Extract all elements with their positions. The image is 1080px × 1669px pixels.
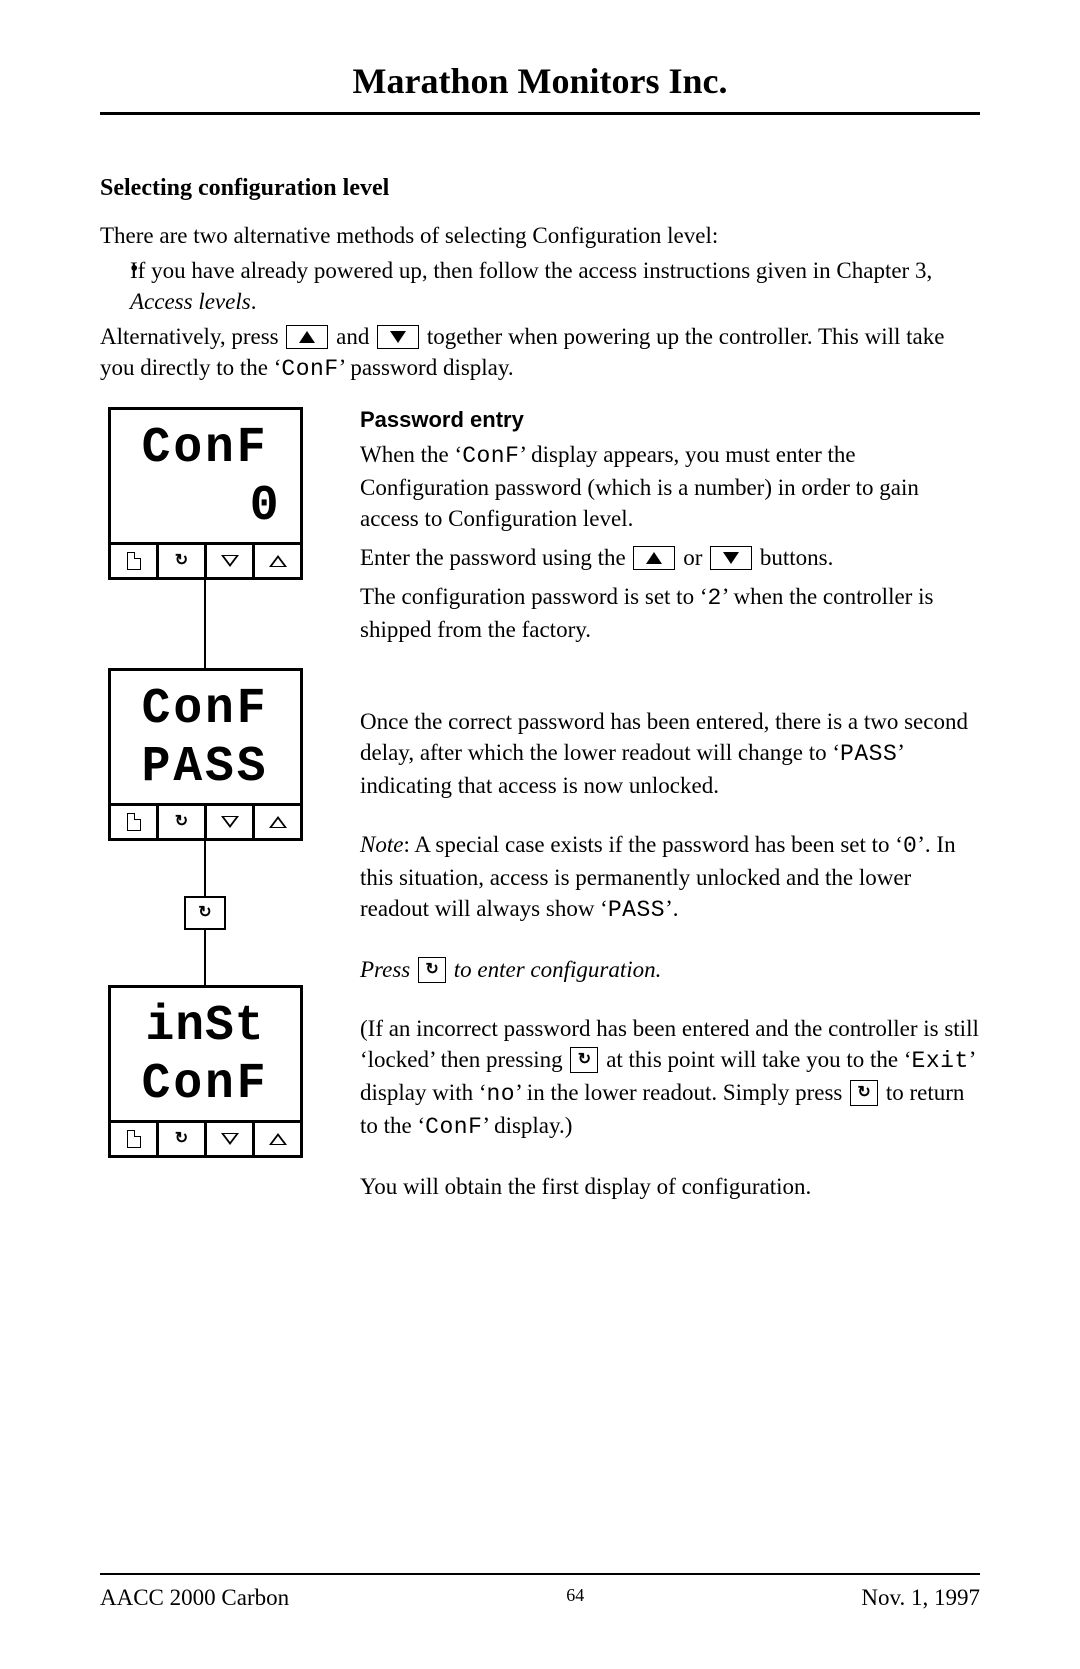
display-panel-3: inSt ConF ↻ [108, 985, 303, 1158]
scroll-button[interactable]: ↻ [159, 1123, 207, 1155]
alt-mid: and [330, 324, 375, 349]
pw-press: Press ↻ to enter configuration. [360, 954, 980, 985]
page-button[interactable] [111, 1123, 159, 1155]
text-column: Password entry When the ‘ConF’ display a… [360, 407, 980, 1230]
d1-line2: 0 [250, 482, 287, 532]
up-button[interactable] [255, 1123, 300, 1155]
down-button[interactable] [207, 545, 255, 577]
d1-line1: ConF [142, 424, 269, 474]
up-button-inline[interactable] [633, 546, 675, 570]
scroll-button[interactable]: ↻ [159, 806, 207, 838]
connector-3 [204, 930, 206, 985]
down-button[interactable] [207, 806, 255, 838]
footer-right: Nov. 1, 1997 [861, 1585, 980, 1611]
pw-wrong: (If an incorrect password has been enter… [360, 1013, 980, 1143]
down-button-inline[interactable] [710, 546, 752, 570]
cycle-icon: ↻ [425, 962, 438, 978]
cycle-icon: ↻ [175, 553, 188, 569]
footer-page-number: 64 [566, 1585, 584, 1611]
page-icon [127, 552, 141, 570]
scroll-button-inline[interactable]: ↻ [850, 1080, 878, 1106]
display-panel-1: ConF 0 ↻ [108, 407, 303, 580]
pw-p4: Once the correct password has been enter… [360, 706, 980, 801]
cycle-icon: ↻ [175, 1131, 188, 1147]
page-button[interactable] [111, 806, 159, 838]
display-column: ConF 0 ↻ ConF PASS ↻ [100, 407, 315, 1230]
pw-p1: When the ‘ConF’ display appears, you mus… [360, 439, 980, 534]
bullet-ref: Access levels [130, 289, 251, 314]
bullet-text-a: If you have already powered up, then fol… [130, 258, 932, 283]
d2-button-row: ↻ [111, 803, 300, 838]
cycle-icon: ↻ [857, 1085, 870, 1101]
connector-1 [204, 580, 206, 668]
down-outline-icon [221, 555, 239, 567]
pw-final: You will obtain the first display of con… [360, 1171, 980, 1202]
pw-note: Note: A special case exists if the passw… [360, 829, 980, 926]
rule-top [100, 112, 980, 115]
up-outline-icon [269, 1133, 287, 1145]
manual-page: Marathon Monitors Inc. Selecting configu… [0, 0, 1080, 1669]
up-button[interactable] [255, 806, 300, 838]
down-outline-icon [221, 816, 239, 828]
section-title: Selecting configuration level [100, 175, 980, 202]
d3-button-row: ↻ [111, 1120, 300, 1155]
down-arrow-icon [390, 331, 406, 343]
up-outline-icon [269, 555, 287, 567]
display-panel-2: ConF PASS ↻ [108, 668, 303, 841]
up-outline-icon [269, 816, 287, 828]
connector-2 [204, 841, 206, 896]
cycle-icon: ↻ [198, 905, 211, 921]
up-arrow-icon [646, 552, 662, 564]
d2-line2: PASS [142, 743, 269, 793]
d3-line2: ConF [142, 1060, 269, 1110]
conf-code: ConF [281, 356, 338, 382]
page-button[interactable] [111, 545, 159, 577]
page-header: Marathon Monitors Inc. [100, 60, 980, 102]
scroll-button-inline[interactable]: ↻ [418, 957, 446, 983]
scroll-button[interactable]: ↻ [159, 545, 207, 577]
down-arrow-icon [723, 552, 739, 564]
page-icon [127, 1130, 141, 1148]
scroll-step-box: ↻ [184, 896, 226, 930]
page-footer: AACC 2000 Carbon 64 Nov. 1, 1997 [100, 1565, 980, 1611]
bullet-text-b: . [251, 289, 257, 314]
footer-left: AACC 2000 Carbon [100, 1585, 289, 1611]
page-icon [127, 813, 141, 831]
alt-line: Alternatively, press and together when p… [100, 321, 980, 385]
cycle-icon: ↻ [578, 1052, 591, 1068]
up-button[interactable] [255, 545, 300, 577]
password-title: Password entry [360, 407, 980, 433]
rule-bottom [100, 1573, 980, 1575]
d1-button-row: ↻ [111, 542, 300, 577]
alt-a: Alternatively, press [100, 324, 284, 349]
down-outline-icon [221, 1133, 239, 1145]
down-button-inline[interactable] [377, 325, 419, 349]
down-button[interactable] [207, 1123, 255, 1155]
alt-c: ’ password display. [339, 355, 514, 380]
cycle-icon: ↻ [175, 814, 188, 830]
up-button-inline[interactable] [286, 325, 328, 349]
bullet-item: • If you have already powered up, then f… [100, 255, 980, 317]
scroll-button-inline[interactable]: ↻ [570, 1047, 598, 1073]
intro-text: There are two alternative methods of sel… [100, 220, 980, 251]
d2-line1: ConF [142, 685, 269, 735]
pw-p2: Enter the password using the or buttons. [360, 542, 980, 573]
d3-line1: inSt [146, 1002, 265, 1052]
up-arrow-icon [299, 331, 315, 343]
pw-p3: The configuration password is set to ‘2’… [360, 581, 980, 645]
